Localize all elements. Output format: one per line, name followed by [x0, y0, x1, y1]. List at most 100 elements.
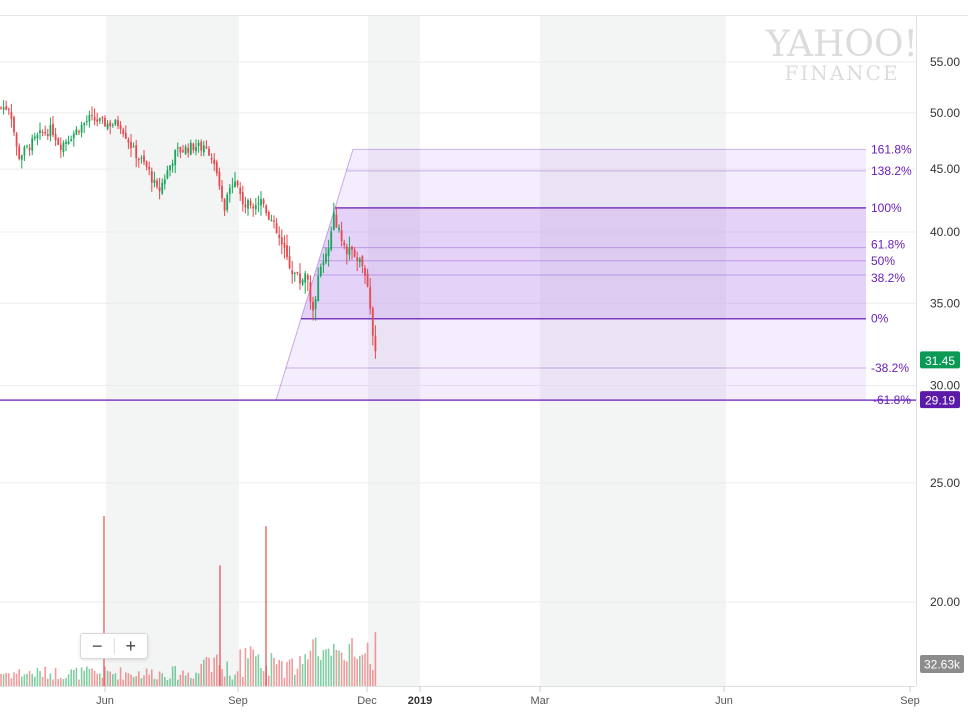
candle-body	[109, 122, 112, 127]
volume-bar	[135, 676, 137, 686]
candle-body	[5, 106, 8, 110]
candle-body	[137, 158, 140, 160]
y-tick-label: 50.00	[930, 106, 960, 120]
volume-bar	[275, 664, 278, 686]
volume-bar	[372, 670, 374, 686]
candle-body	[213, 159, 216, 164]
candle-body	[135, 145, 138, 159]
candle-body	[291, 270, 294, 275]
candle-body	[36, 134, 39, 139]
fib-outer-zone	[276, 149, 866, 401]
candle-body	[49, 125, 52, 137]
candle-body	[210, 157, 213, 160]
yahoo-finance-watermark: YAHOO! FINANCE	[765, 24, 918, 85]
volume-bar	[153, 678, 156, 686]
candle-body	[140, 157, 143, 159]
volume-bar	[213, 657, 215, 686]
volume-bar	[190, 677, 192, 686]
volume-bar	[374, 632, 377, 686]
volume-bar	[288, 659, 291, 686]
zoom-in-button[interactable]: +	[125, 636, 136, 656]
candle-body	[67, 141, 70, 144]
candle-body	[273, 220, 275, 222]
grid-lines	[0, 61, 916, 603]
candle-body	[200, 141, 203, 151]
candle-body	[41, 132, 44, 134]
volume-bar	[291, 658, 293, 686]
candle-body	[80, 124, 83, 133]
candle-body	[226, 194, 229, 211]
volume-bar	[307, 659, 309, 686]
candle-body	[257, 203, 260, 205]
fib-level-label: 38.2%	[871, 271, 905, 285]
volume-bar	[96, 673, 98, 686]
fib-level-label: 161.8%	[871, 142, 912, 156]
volume-bar	[221, 669, 223, 686]
candle-body	[184, 146, 187, 154]
volume-bar	[156, 679, 158, 686]
volume-bar	[314, 637, 317, 686]
candle-body	[150, 171, 153, 183]
volume-bar	[91, 668, 93, 686]
volume-bar	[75, 667, 78, 686]
candle-body	[223, 198, 226, 211]
candle-body	[52, 123, 54, 135]
volume-bar	[252, 649, 254, 686]
candle-body	[366, 273, 369, 287]
candle-body	[353, 249, 356, 257]
volume-bar	[2, 674, 5, 686]
fib-level-value: 29.19	[925, 394, 955, 408]
volume-bar	[65, 678, 67, 686]
volume-bar	[130, 674, 132, 686]
shade-band	[106, 16, 239, 686]
candle-body	[270, 220, 273, 222]
volume-bar	[317, 656, 319, 686]
volume-badge: 32.63k	[920, 655, 964, 673]
candle-body	[26, 145, 28, 147]
volume-bar	[286, 661, 288, 686]
volume-bar	[226, 661, 228, 686]
candle-body	[169, 165, 171, 171]
volume-bar	[184, 675, 187, 686]
y-tick-label: 40.00	[930, 225, 960, 239]
candle-body	[330, 231, 333, 250]
volume-bar	[338, 650, 340, 686]
candle-body	[356, 257, 359, 261]
candle-body	[72, 133, 75, 139]
candle-body	[192, 143, 195, 151]
volume-bar	[366, 642, 369, 686]
candle-body	[124, 132, 127, 139]
candle-body	[249, 200, 252, 206]
x-tick-label: Jun	[96, 695, 114, 707]
x-tick-label: Dec	[357, 695, 377, 707]
candle-body	[106, 123, 109, 129]
volume-bar	[117, 679, 119, 686]
candle-body	[28, 147, 31, 150]
volume-bar	[39, 671, 41, 686]
fib-level-badge-bg	[920, 391, 960, 409]
candle-body	[117, 120, 119, 127]
volume-bar	[83, 670, 85, 686]
candle-body	[215, 161, 218, 174]
candle-body	[171, 163, 174, 167]
volume-bar	[309, 650, 312, 686]
candle-body	[369, 287, 372, 309]
volume-bar	[8, 673, 10, 686]
volume-bar	[268, 675, 270, 686]
candle-body	[153, 179, 156, 183]
candle-body	[239, 187, 242, 195]
candle-body	[244, 204, 247, 208]
candle-body	[166, 170, 169, 179]
candle-body	[163, 179, 166, 185]
candle-body	[262, 199, 265, 204]
volume-bar	[36, 667, 39, 686]
volume-bar	[86, 666, 88, 686]
fib-level-label: -38.2%	[871, 361, 909, 375]
candle-body	[301, 279, 304, 285]
volume-bar	[161, 673, 163, 686]
candle-body	[335, 214, 338, 228]
volume-bar	[283, 677, 286, 686]
zoom-out-button[interactable]: −	[91, 636, 103, 656]
candle-body	[236, 181, 239, 186]
